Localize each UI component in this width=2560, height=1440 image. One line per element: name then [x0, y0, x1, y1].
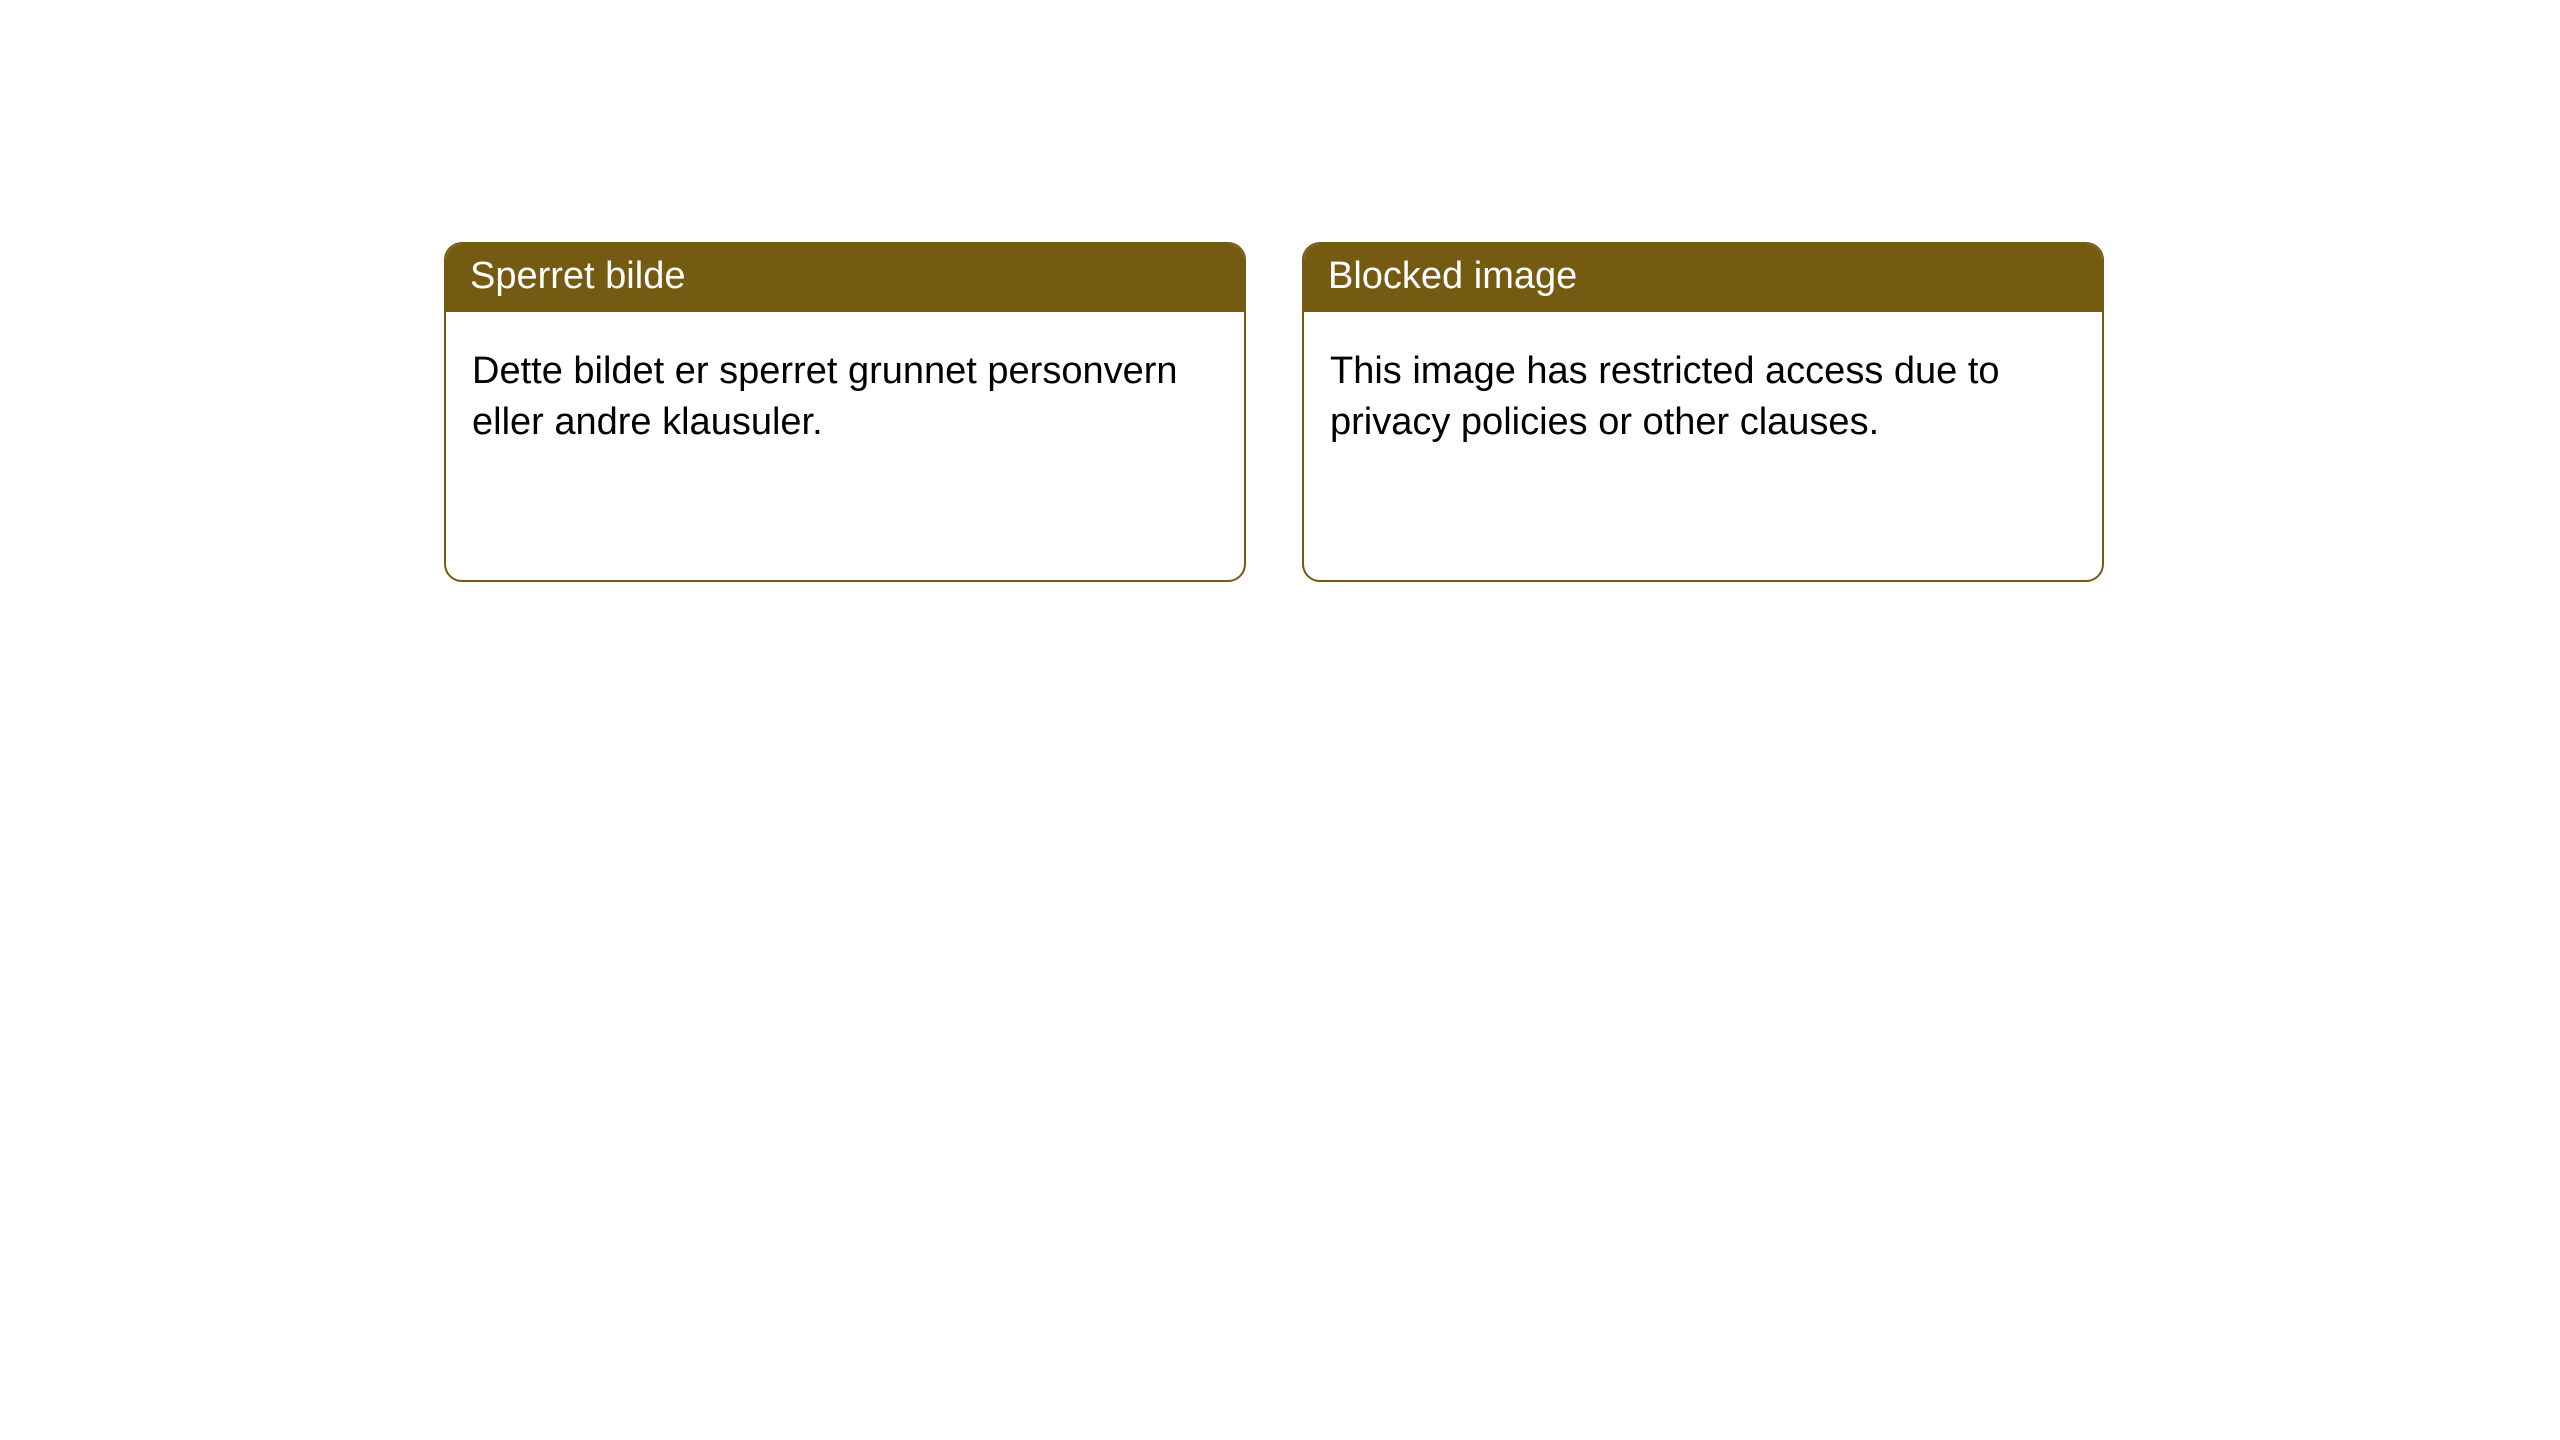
card-body: Dette bildet er sperret grunnet personve… — [446, 312, 1244, 483]
notice-cards-container: Sperret bilde Dette bildet er sperret gr… — [0, 0, 2560, 582]
notice-card-norwegian: Sperret bilde Dette bildet er sperret gr… — [444, 242, 1246, 582]
notice-card-english: Blocked image This image has restricted … — [1302, 242, 2104, 582]
card-header: Sperret bilde — [446, 244, 1244, 312]
card-body: This image has restricted access due to … — [1304, 312, 2102, 483]
card-header: Blocked image — [1304, 244, 2102, 312]
